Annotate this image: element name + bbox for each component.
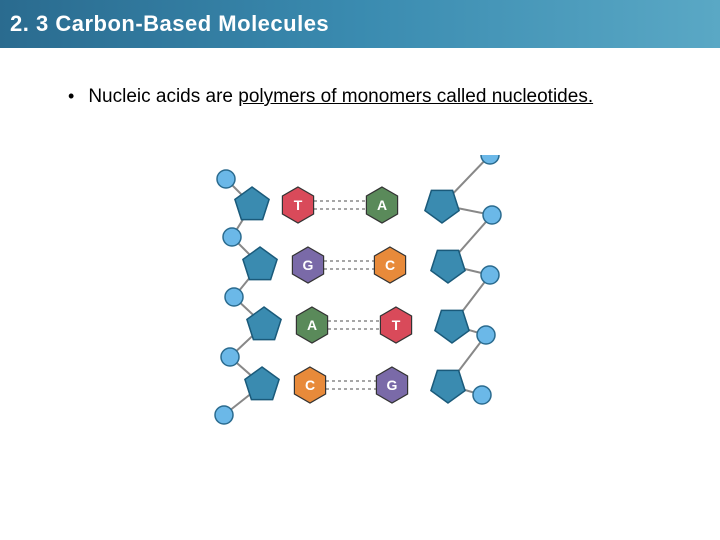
bullet-plain: Nucleic acids are (88, 86, 238, 107)
svg-text:C: C (385, 257, 395, 273)
bullet-text: Nucleic acids are polymers of monomers c… (88, 86, 593, 108)
dna-diagram: T A G C A T C G (190, 155, 530, 435)
bullet-underlined: polymers of monomers called nucleotides. (238, 86, 593, 107)
header-title: 2. 3 Carbon-Based Molecules (10, 11, 329, 37)
svg-text:T: T (392, 317, 401, 333)
section-title: Carbon-Based Molecules (55, 11, 329, 36)
svg-text:G: G (303, 257, 314, 273)
svg-text:T: T (294, 197, 303, 213)
svg-text:C: C (305, 377, 315, 393)
bullet-marker: • (68, 86, 74, 107)
section-number: 2. 3 (10, 11, 49, 36)
svg-text:A: A (377, 197, 387, 213)
svg-text:G: G (387, 377, 398, 393)
bullet-item: • Nucleic acids are polymers of monomers… (68, 86, 680, 108)
slide-content: • Nucleic acids are polymers of monomers… (0, 48, 720, 128)
svg-text:A: A (307, 317, 317, 333)
slide-header: 2. 3 Carbon-Based Molecules (0, 0, 720, 48)
dna-svg: T A G C A T C G (190, 155, 530, 435)
